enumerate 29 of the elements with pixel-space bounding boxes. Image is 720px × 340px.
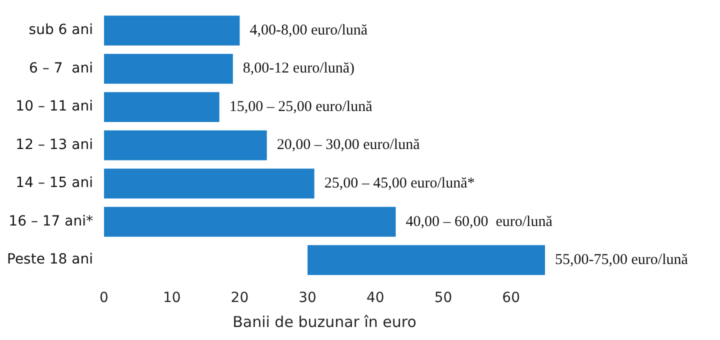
y-tick-label: 12 – 13 ani	[16, 136, 94, 153]
annotation: 25,00 – 45,00 euro/lună*	[324, 175, 475, 192]
x-tick-label: 40	[366, 290, 384, 306]
y-tick-label: 14 – 15 ani	[16, 175, 94, 192]
x-tick-label: 10	[162, 290, 181, 306]
annotation: 40,00 – 60,00 euro/lună	[406, 214, 553, 230]
bar	[308, 245, 545, 275]
bar	[104, 130, 267, 160]
bar	[104, 206, 396, 237]
bar	[104, 16, 240, 46]
y-tick-label: Peste 18 ani	[6, 252, 94, 268]
x-tick-label: 30	[298, 290, 316, 306]
annotation: 55,00-75,00 euro/lună	[555, 252, 688, 268]
annotation: 8,00-12 euro/lună)	[242, 60, 355, 77]
annotation: 4,00-8,00 euro/lună	[250, 22, 368, 38]
x-axis-title: Banii de buzunar în euro	[232, 312, 416, 331]
y-tick-label: 10 – 11 ani	[16, 98, 94, 115]
annotation: 20,00 – 30,00 euro/lună	[276, 137, 420, 154]
x-tick-label: 50	[434, 290, 452, 306]
y-tick-label: 16 – 17 ani*	[8, 213, 94, 230]
x-tick-label: 20	[230, 290, 249, 306]
x-tick-label: 0	[100, 290, 108, 306]
x-tick-label: 60	[502, 290, 520, 306]
y-tick-label: 6 – 7 ani	[29, 60, 94, 76]
y-tick-label: sub 6 ani	[28, 22, 94, 38]
bar	[104, 92, 220, 122]
bar	[104, 54, 233, 84]
annotation: 15,00 – 25,00 euro/lună	[229, 98, 373, 115]
bar	[104, 168, 314, 198]
